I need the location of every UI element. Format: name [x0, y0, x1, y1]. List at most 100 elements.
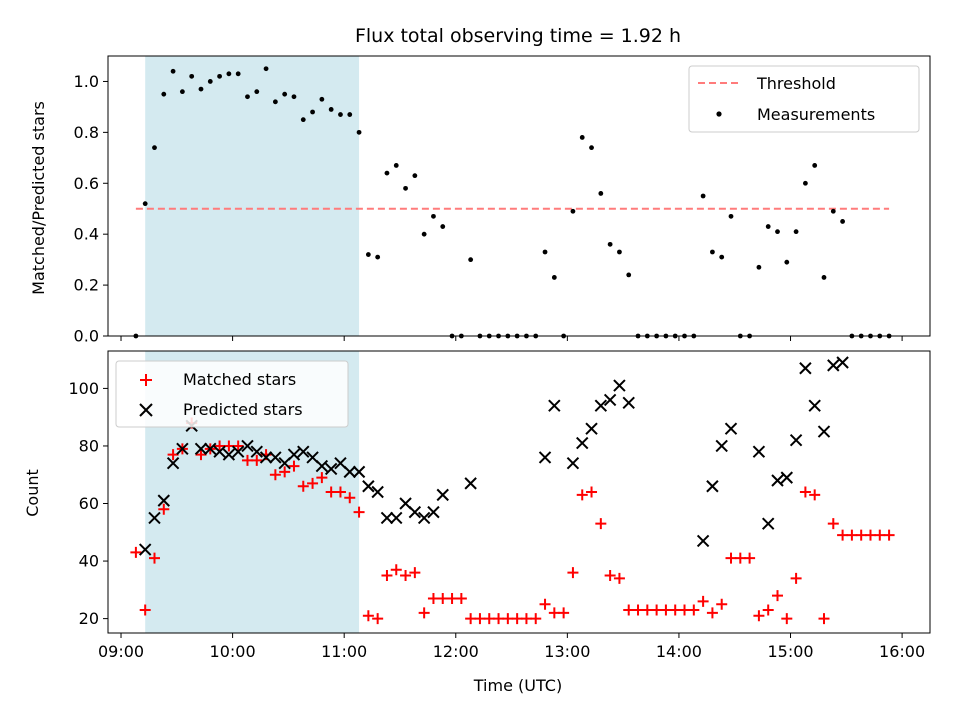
matched-star-point — [483, 613, 495, 625]
y-tick-label: 60 — [79, 494, 99, 513]
matched-star-point — [130, 546, 142, 558]
matched-star-point — [493, 613, 505, 625]
matched-star-point — [316, 472, 328, 484]
measurement-point — [272, 99, 278, 105]
matched-star-point — [381, 569, 393, 581]
matched-star-point — [446, 592, 458, 604]
y-tick-label: 0.4 — [74, 225, 99, 244]
matched-star-point — [437, 592, 449, 604]
predicted-stars-points — [138, 356, 849, 556]
matched-star-point — [167, 449, 179, 461]
predicted-star-point — [408, 505, 422, 519]
matched-star-point — [325, 486, 337, 498]
matched-star-point — [623, 604, 635, 616]
predicted-star-point — [427, 505, 440, 519]
predicted-star-point — [771, 474, 784, 487]
measurement-point — [412, 173, 418, 179]
x-tick-label: 10:00 — [210, 642, 256, 661]
predicted-star-point — [315, 459, 329, 473]
matched-star-point — [837, 529, 849, 541]
legend-predicted-label: Predicted stars — [183, 400, 303, 419]
matched-star-point — [148, 552, 160, 564]
observing-window-shade — [145, 56, 360, 336]
counts-legend: Matched stars Predicted stars — [115, 360, 349, 428]
measurement-point — [570, 208, 576, 214]
matched-star-point — [595, 518, 607, 530]
predicted-star-point — [297, 445, 310, 458]
measurement-point — [375, 254, 381, 260]
predicted-star-point — [464, 477, 477, 490]
matched-star-point — [241, 454, 253, 466]
predicted-star-point — [362, 480, 375, 493]
predicted-star-point — [250, 445, 263, 458]
predicted-star-point — [548, 399, 561, 412]
measurement-point — [812, 163, 818, 168]
measurement-point — [235, 71, 241, 77]
measurement-point — [282, 91, 288, 97]
matched-star-point — [744, 552, 756, 564]
measurement-point — [589, 145, 594, 151]
matched-star-point — [474, 613, 486, 625]
matched-star-point — [762, 604, 774, 616]
predicted-star-point — [204, 442, 217, 456]
predicted-star-point — [576, 436, 589, 450]
predicted-star-point — [148, 511, 161, 525]
matched-star-point — [669, 604, 681, 616]
y-axis-ticks: 20 40 60 80 100 — [68, 379, 108, 628]
matched-star-point — [362, 610, 374, 622]
legend-measurements-swatch — [716, 111, 722, 117]
predicted-star-point — [761, 517, 775, 530]
measurement-point — [542, 249, 548, 255]
predicted-star-point — [594, 399, 608, 412]
matched-star-point — [558, 607, 570, 619]
matched-star-point — [706, 607, 718, 619]
measurement-point — [189, 73, 195, 79]
x-tick-label: 11:00 — [321, 642, 367, 661]
matched-star-point — [530, 613, 542, 625]
matched-star-point — [772, 590, 784, 602]
matched-star-point — [604, 569, 616, 581]
predicted-star-point — [706, 480, 719, 493]
y-axis-ticks: 0.0 0.2 0.4 0.6 0.8 1.0 — [74, 72, 108, 346]
matched-star-point — [400, 569, 412, 581]
matched-star-point — [660, 604, 672, 616]
measurement-point — [598, 191, 604, 196]
matched-star-point — [864, 529, 876, 541]
predicted-star-point — [157, 494, 170, 507]
x-tick-label: 13:00 — [544, 642, 590, 661]
measurement-point — [579, 135, 585, 140]
matched-star-point — [632, 604, 644, 616]
predicted-star-point — [827, 359, 840, 372]
predicted-star-point — [352, 465, 366, 479]
matched-star-point — [697, 595, 709, 607]
matched-star-point — [418, 607, 430, 619]
matched-star-point — [734, 552, 746, 564]
measurement-point — [403, 185, 408, 191]
predicted-star-point — [222, 448, 236, 461]
predicted-star-point — [622, 396, 635, 410]
matched-star-point — [586, 486, 598, 498]
predicted-star-point — [371, 485, 384, 499]
matched-star-point — [195, 449, 207, 461]
measurement-point — [217, 73, 222, 79]
legend-matched-swatch — [140, 374, 152, 386]
legend-box — [115, 360, 349, 428]
predicted-star-point — [176, 442, 189, 456]
predicted-star-point — [390, 511, 403, 525]
matched-star-point — [232, 440, 244, 452]
measurement-point — [245, 94, 250, 100]
matched-star-point — [390, 564, 402, 576]
counts-panel: 20 40 60 80 100 09:00 10:00 11:00 12:00 13:00 14:… — [23, 350, 931, 695]
predicted-star-point — [752, 445, 766, 458]
predicted-star-point — [538, 451, 552, 464]
matched-star-point — [679, 604, 691, 616]
predicted-star-point — [380, 511, 394, 525]
matched-star-point — [223, 440, 235, 452]
predicted-star-point — [138, 543, 152, 556]
measurement-point — [356, 129, 362, 135]
measurement-point — [365, 252, 371, 257]
predicted-star-point — [417, 511, 431, 525]
matched-star-point — [297, 480, 309, 492]
predicted-star-point — [231, 445, 245, 458]
